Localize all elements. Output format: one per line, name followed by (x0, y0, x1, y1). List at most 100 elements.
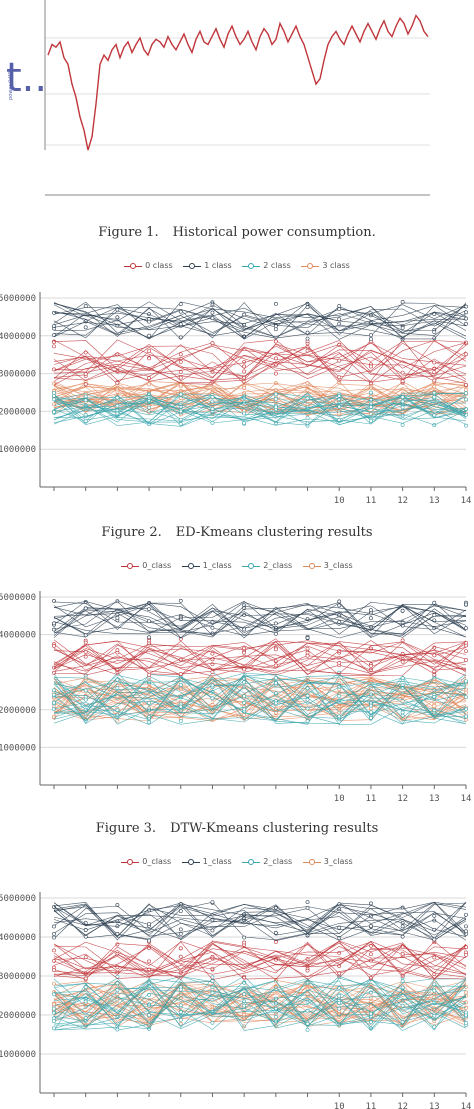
series-point (432, 672, 437, 677)
series-point (147, 319, 151, 324)
series-line-class2 (53, 979, 467, 1031)
series-line-class2 (53, 679, 467, 720)
y-tick-label: 2000000 (0, 706, 36, 716)
series-point (464, 714, 468, 719)
series-point (115, 1027, 120, 1032)
series-point (242, 1003, 247, 1008)
series-point (210, 990, 215, 995)
series-point (242, 369, 247, 374)
series-line-class1 (53, 601, 467, 635)
series-point (273, 1015, 278, 1019)
series-point (115, 685, 120, 690)
series-line-class0 (53, 647, 467, 676)
figure3-caption: Figure 3. DTW-Kmeans clustering results (0, 821, 474, 836)
legend-item-class0: 0_class (121, 561, 171, 570)
series-point (305, 396, 310, 401)
legend-marker-icon (302, 562, 321, 569)
series-point (178, 352, 183, 357)
series-line-class3 (53, 676, 467, 721)
series-point (242, 992, 247, 997)
series-point (369, 616, 373, 621)
series-point (400, 326, 405, 330)
series-point (305, 415, 310, 420)
series-line-class2 (53, 677, 467, 719)
series-point (464, 352, 468, 357)
series-line-class2 (53, 393, 467, 420)
series-point (337, 694, 342, 698)
series-point (305, 686, 310, 691)
series-point (115, 387, 120, 392)
series-point (464, 679, 468, 684)
series-point (432, 937, 437, 942)
figure1-caption-number: Figure 1. (98, 225, 159, 240)
series-line-class2 (54, 676, 467, 722)
series-line-class1 (53, 904, 467, 941)
series-point (115, 648, 120, 653)
series-point (52, 968, 56, 973)
series-point (147, 635, 151, 640)
series-point (210, 625, 215, 630)
series-point (83, 697, 88, 702)
series-line-class1 (53, 604, 467, 634)
series-point (147, 1013, 151, 1018)
series-point (52, 393, 56, 398)
legend-marker-icon (301, 262, 320, 269)
series-point (400, 379, 405, 384)
series-point (83, 985, 88, 989)
series-line-class2 (53, 395, 467, 426)
series-point (432, 955, 437, 960)
series-point (400, 395, 405, 399)
series-point (305, 330, 310, 335)
series-line-class0 (53, 643, 467, 675)
series-point (115, 315, 120, 320)
series-point (305, 968, 310, 973)
series-point (305, 906, 310, 910)
series-line-class0 (53, 342, 467, 385)
legend-label: 1_class (202, 857, 232, 866)
series-point (115, 411, 120, 416)
legend-marker-icon (183, 262, 202, 269)
figure2-legend: 0 class 1 class 2 class 3 class (0, 261, 474, 270)
series-line-class3 (53, 381, 467, 416)
legend-marker-icon (242, 858, 261, 865)
series-line-class1 (53, 306, 467, 338)
series-point (178, 360, 183, 364)
series-line-class0 (53, 945, 467, 980)
fig1-partial-label: t.. (6, 55, 48, 101)
series-line-class0 (53, 640, 467, 670)
series-point (210, 670, 215, 674)
x-tick-label: 14 (461, 1102, 472, 1109)
x-tick-label: 13 (429, 1102, 440, 1109)
series-point (369, 337, 373, 341)
series-point (210, 420, 215, 425)
series-point (178, 704, 183, 709)
series-point (400, 676, 405, 680)
series-point (432, 360, 437, 365)
series-line-class0 (53, 941, 467, 981)
series-point (432, 653, 437, 658)
series-line-class0 (53, 640, 467, 676)
legend-label: 3 class (322, 261, 350, 270)
series-point (52, 1002, 56, 1007)
series-point (242, 940, 247, 945)
legend-label: 2_class (263, 561, 293, 570)
series-point (337, 993, 342, 998)
series-point (178, 309, 183, 314)
series-point (52, 981, 56, 986)
series-point (242, 694, 247, 698)
series-point (52, 992, 56, 997)
series-line-class1 (53, 901, 467, 941)
series-point (400, 951, 405, 956)
series-point (369, 1004, 373, 1009)
series-point (83, 654, 88, 659)
figure1-chart (44, 0, 430, 196)
series-line-class0 (53, 943, 467, 980)
series-point (400, 608, 405, 613)
x-tick-label: 11 (366, 496, 377, 506)
series-point (432, 982, 437, 987)
x-tick-label: 12 (397, 496, 408, 506)
series-point (273, 701, 278, 706)
legend-item-class3: 3 class (301, 261, 350, 270)
legend-label: 1_class (202, 561, 232, 570)
series-point (305, 1008, 310, 1013)
